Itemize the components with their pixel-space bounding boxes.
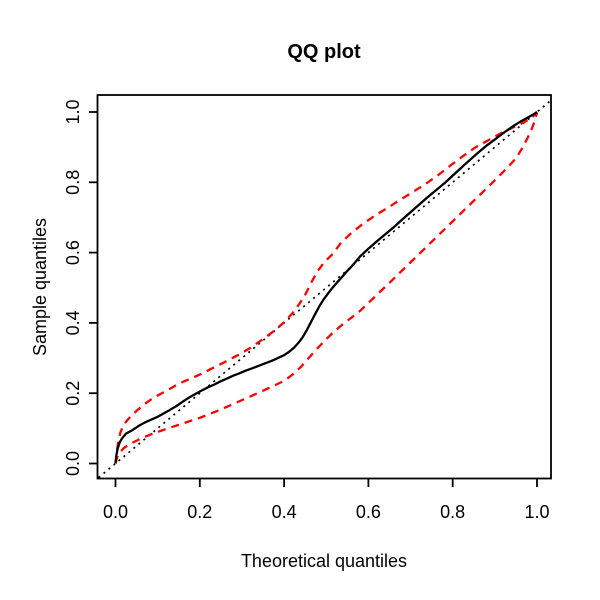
- x-tick-label: 0.6: [356, 502, 381, 522]
- x-tick-label: 0.0: [103, 502, 128, 522]
- sample-quantiles-line: [114, 111, 538, 464]
- upper-confidence-band-line: [114, 111, 538, 464]
- y-tick-label: 1.0: [63, 99, 83, 124]
- x-tick-label: 0.2: [187, 502, 212, 522]
- y-tick-label: 0.8: [63, 170, 83, 195]
- y-tick-label: 0.6: [63, 240, 83, 265]
- x-tick-label: 0.8: [440, 502, 465, 522]
- y-tick-label: 0.2: [63, 381, 83, 406]
- series-group: [98, 99, 552, 479]
- lower-confidence-band-line: [114, 112, 539, 464]
- y-tick-label: 0.4: [63, 310, 83, 335]
- y-tick-label: 0.0: [63, 451, 83, 476]
- x-axis-title: Theoretical quantiles: [241, 551, 407, 571]
- x-tick-label: 1.0: [524, 502, 549, 522]
- plot-frame: [96, 94, 552, 480]
- y-axis: 0.0 0.2 0.4 0.6 0.8 1.0: [63, 99, 98, 476]
- identity-reference-line: [98, 99, 552, 479]
- chart-title: QQ plot: [287, 41, 361, 63]
- x-tick-label: 0.4: [272, 502, 297, 522]
- y-axis-title: Sample quantiles: [30, 218, 50, 356]
- x-axis: 0.0 0.2 0.4 0.6 0.8 1.0: [103, 478, 550, 522]
